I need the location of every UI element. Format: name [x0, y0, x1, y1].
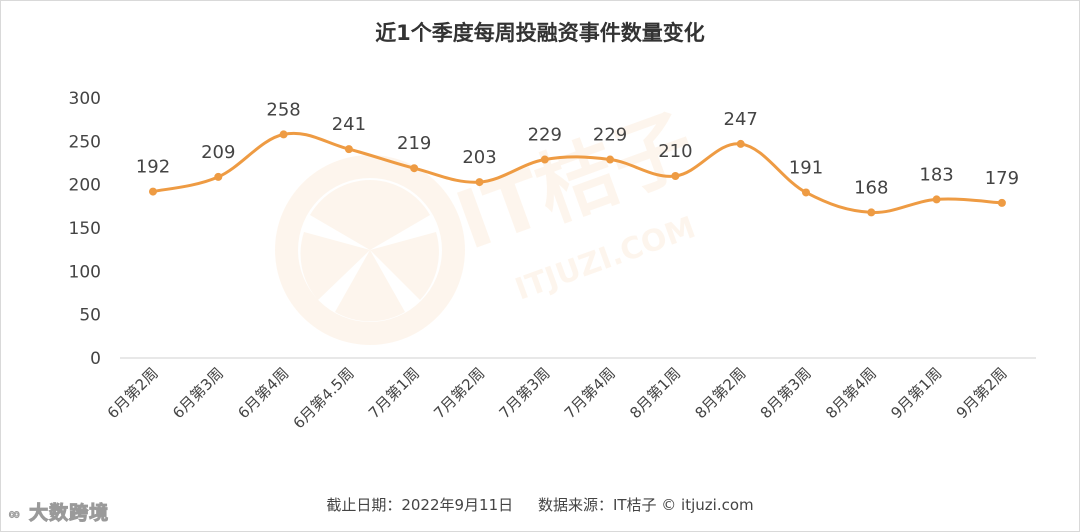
data-label: 258 — [266, 99, 300, 120]
y-tick-label: 250 — [69, 132, 101, 152]
x-tick-label: 8月第2周 — [691, 364, 749, 422]
data-label: 191 — [789, 157, 823, 178]
x-tick-label: 8月第3周 — [757, 364, 815, 422]
data-point — [149, 187, 157, 196]
data-point — [214, 172, 223, 181]
data-label: 168 — [854, 177, 888, 198]
brand-watermark: ∞ 大数跨境 — [8, 498, 109, 525]
x-tick-label: 9月第1周 — [887, 364, 945, 422]
y-tick-label: 300 — [69, 89, 101, 109]
y-axis: 300 250 200 150 100 50 0 — [69, 89, 101, 369]
y-tick-label: 100 — [69, 262, 101, 282]
x-tick-label: 7月第3周 — [496, 364, 554, 422]
data-labels: 192 209 258 241 219 203 229 229 210 247 191 168 183 1… — [136, 99, 1019, 198]
x-tick-label: 6月第2周 — [104, 364, 162, 422]
x-tick-label: 6月第3周 — [169, 364, 227, 422]
data-label: 179 — [985, 168, 1019, 189]
data-point — [606, 155, 615, 164]
data-point — [802, 188, 810, 197]
data-label: 229 — [593, 125, 627, 146]
y-tick-label: 50 — [79, 306, 101, 326]
data-label: 229 — [528, 125, 562, 146]
data-label: 209 — [201, 142, 235, 163]
x-tick-label: 9月第2周 — [953, 364, 1011, 422]
data-point — [867, 208, 876, 217]
x-tick-label: 6月第4.5周 — [290, 364, 358, 432]
x-tick-label: 6月第4周 — [234, 364, 292, 422]
data-point — [997, 198, 1006, 207]
data-point — [736, 139, 745, 148]
watermark-orange-logo — [275, 155, 465, 345]
data-label: 210 — [658, 141, 692, 162]
x-tick-label: 7月第2周 — [430, 364, 488, 422]
data-point — [932, 195, 941, 204]
y-tick-label: 200 — [69, 176, 101, 196]
x-tick-label: 7月第4周 — [561, 364, 619, 422]
data-point — [671, 172, 680, 180]
brand-icon: ∞ — [8, 505, 22, 524]
data-label: 241 — [332, 114, 366, 135]
footer-source: 数据来源：IT桔子 © itjuzi.com — [537, 496, 754, 514]
y-tick-label: 150 — [69, 219, 101, 239]
x-tick-label: 8月第4周 — [822, 364, 880, 422]
data-label: 219 — [397, 133, 431, 154]
chart-title: 近1个季度每周投融资事件数量变化 — [375, 21, 705, 45]
data-label: 247 — [724, 109, 758, 130]
data-point — [540, 155, 549, 164]
brand-text: 大数跨境 — [29, 502, 110, 525]
footer: 截止日期：2022年9月11日 数据来源：IT桔子 © itjuzi.com — [0, 494, 1080, 515]
data-point — [475, 178, 484, 187]
data-label: 183 — [919, 164, 953, 185]
data-point — [279, 130, 288, 139]
data-label: 203 — [462, 147, 496, 168]
data-label: 192 — [136, 157, 170, 178]
data-point — [344, 145, 353, 154]
data-point — [410, 164, 419, 173]
footer-date: 截止日期：2022年9月11日 — [326, 496, 514, 514]
data-points — [149, 130, 1006, 217]
x-tick-label: 7月第1周 — [365, 364, 423, 422]
x-tick-label: 8月第1周 — [626, 364, 684, 422]
y-tick-label: 0 — [90, 349, 101, 369]
